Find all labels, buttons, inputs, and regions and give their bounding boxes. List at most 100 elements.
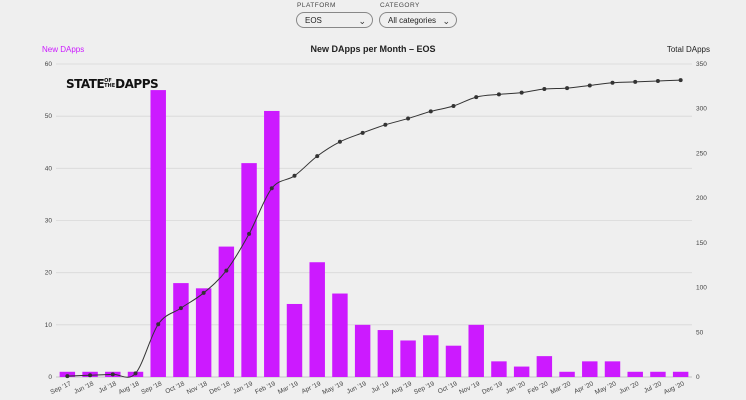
x-tick-label: Mar '19: [277, 380, 300, 396]
bar: [536, 356, 553, 377]
bar: [309, 262, 325, 377]
bar: [559, 371, 575, 377]
x-tick-label: Oct '19: [437, 380, 459, 395]
bar: [264, 110, 280, 377]
x-tick-label: Jun '19: [346, 380, 368, 395]
y-tick-label: 60: [45, 61, 53, 68]
y-tick-label: 20: [45, 270, 53, 277]
y2-tick-label: 50: [696, 329, 704, 336]
bar: [241, 163, 257, 377]
x-tick-label: Feb '19: [254, 380, 277, 396]
total-point: [565, 86, 570, 91]
category-label: CATEGORY: [380, 2, 420, 9]
y2-tick-label: 100: [696, 285, 707, 292]
x-tick-label: Sep '18: [140, 380, 163, 396]
platform-label: PLATFORM: [297, 2, 336, 9]
total-point: [269, 186, 274, 191]
total-point: [474, 95, 479, 100]
category-filter: CATEGORY All categories ⌄: [379, 2, 457, 28]
total-point: [406, 116, 411, 121]
total-point: [610, 80, 615, 85]
x-tick-label: May '19: [321, 380, 345, 396]
bar: [400, 340, 416, 377]
bar: [650, 371, 666, 377]
bar: [513, 366, 530, 377]
bar: [377, 330, 394, 377]
y2-tick-label: 0: [696, 374, 700, 381]
total-point: [156, 322, 161, 327]
y-tick-label: 50: [45, 113, 53, 120]
bar: [173, 283, 189, 377]
y-tick-label: 30: [45, 218, 53, 225]
total-point: [88, 373, 93, 378]
y2-tick-label: 150: [696, 240, 707, 247]
x-tick-label: Oct '18: [164, 380, 186, 395]
total-point: [178, 306, 183, 311]
y-tick-label: 10: [45, 322, 53, 329]
x-tick-label: Aug '18: [118, 380, 141, 396]
right-axis-title: Total DApps: [666, 45, 710, 54]
x-tick-label: Jun '18: [73, 380, 95, 395]
x-tick-label: Nov '19: [458, 380, 481, 396]
x-tick-label: Feb '20: [527, 380, 550, 396]
total-point: [633, 79, 638, 84]
x-tick-label: Jul '19: [370, 380, 390, 394]
total-point: [360, 130, 365, 135]
chevron-down-icon: ⌄: [358, 16, 366, 26]
bar: [672, 371, 689, 377]
x-tick-label: Apr '20: [573, 380, 595, 395]
y-tick-label: 40: [45, 165, 53, 172]
bar: [627, 371, 643, 377]
chevron-down-icon: ⌄: [442, 16, 450, 26]
total-point: [133, 371, 138, 376]
bar: [218, 246, 235, 377]
platform-value: EOS: [305, 16, 322, 25]
x-tick-label: Jun '20: [618, 380, 640, 395]
total-point: [65, 374, 70, 379]
bar: [582, 361, 598, 377]
x-tick-label: Dec '19: [481, 380, 504, 396]
x-tick-label: Jan '20: [505, 380, 527, 395]
y2-tick-label: 350: [696, 61, 707, 68]
bar: [604, 361, 621, 377]
x-tick-label: Aug '19: [390, 380, 413, 396]
total-point: [542, 87, 547, 92]
x-tick-label: Apr '19: [301, 380, 323, 395]
total-point: [224, 268, 229, 273]
category-select[interactable]: All categories ⌄: [379, 12, 457, 28]
bar: [445, 345, 462, 377]
platform-select[interactable]: EOS ⌄: [296, 12, 373, 28]
category-value: All categories: [388, 16, 437, 25]
total-point: [201, 290, 206, 295]
total-point: [678, 78, 683, 83]
chart-title: New DApps per Month – EOS: [310, 44, 436, 54]
left-axis-title: New DApps: [42, 45, 85, 54]
platform-filter: PLATFORM EOS ⌄: [296, 2, 373, 28]
bar: [354, 324, 371, 377]
x-tick-label: Nov '18: [186, 380, 209, 396]
total-point: [383, 122, 388, 127]
x-tick-label: Sep '17: [49, 380, 72, 396]
total-line: [67, 79, 681, 378]
x-tick-label: Jul '18: [98, 380, 118, 394]
y2-tick-label: 250: [696, 150, 707, 157]
total-point: [428, 109, 433, 114]
x-tick-label: Jan '19: [232, 380, 254, 395]
x-tick-label: Mar '20: [549, 380, 572, 396]
total-point: [337, 139, 342, 144]
filter-bar: PLATFORM EOS ⌄ CATEGORY All categories ⌄: [296, 2, 457, 28]
total-point: [519, 90, 524, 95]
y2-tick-label: 300: [696, 106, 707, 113]
total-point: [451, 104, 456, 109]
x-tick-label: Sep '19: [413, 380, 436, 396]
bar: [332, 293, 348, 377]
x-tick-label: Aug '20: [663, 380, 686, 396]
x-tick-label: Dec '18: [208, 380, 231, 396]
y2-tick-label: 200: [696, 195, 707, 202]
bar: [468, 324, 484, 377]
bar: [423, 335, 439, 377]
total-point: [247, 231, 252, 236]
x-tick-label: Jul '20: [643, 380, 663, 394]
total-point: [315, 154, 320, 159]
total-point: [655, 78, 660, 83]
